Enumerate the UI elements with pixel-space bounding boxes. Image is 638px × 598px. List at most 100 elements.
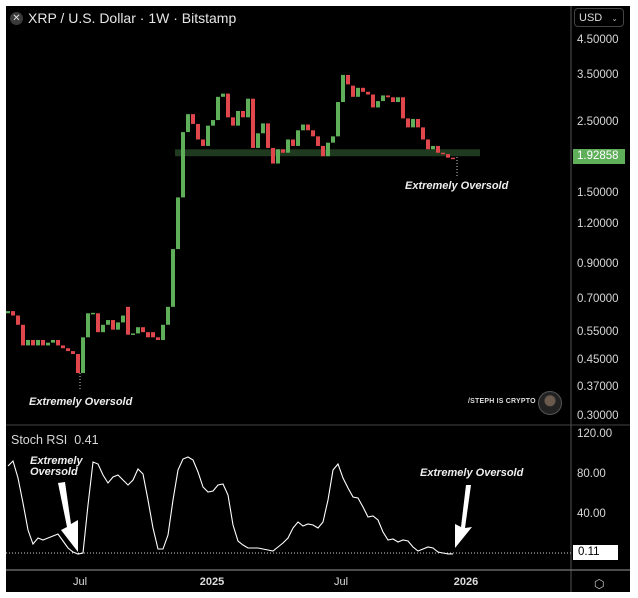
- price-axis-label: 0.37000: [577, 381, 619, 394]
- candle: [16, 315, 20, 325]
- candle: [236, 111, 240, 126]
- candle: [116, 322, 120, 330]
- arrow-left-icon: [58, 482, 78, 552]
- candle: [61, 345, 65, 349]
- candle: [341, 74, 345, 103]
- candle: [311, 130, 315, 137]
- candle: [336, 102, 340, 137]
- candle: [436, 145, 440, 153]
- price-axis-label: 0.45000: [577, 354, 619, 367]
- chart-panel: [6, 6, 630, 592]
- chevron-down-icon: ⌄: [611, 14, 618, 23]
- rsi-title: Stoch RSI 0.41: [11, 433, 99, 447]
- candle: [46, 342, 50, 346]
- candle: [431, 145, 435, 150]
- candle: [111, 320, 115, 330]
- candle: [396, 97, 400, 103]
- candle: [381, 95, 385, 102]
- candle: [356, 87, 360, 97]
- candle: [406, 118, 410, 128]
- candle: [421, 127, 425, 140]
- candle: [261, 123, 265, 134]
- candle: [231, 117, 235, 126]
- arrow-right-icon: [455, 485, 472, 548]
- candle: [251, 98, 255, 148]
- candle: [86, 313, 90, 338]
- candle: [271, 147, 275, 164]
- rsi-axis-label: 120.00: [577, 428, 613, 440]
- annotation-oversold-left: Extremely Oversold: [29, 396, 133, 408]
- candle: [351, 85, 355, 97]
- candle: [391, 97, 395, 103]
- candle: [36, 339, 40, 346]
- price-axis-label: 1.50000: [577, 186, 619, 199]
- candle: [361, 87, 365, 92]
- candle: [51, 339, 55, 343]
- candle: [66, 348, 70, 352]
- candle: [146, 332, 150, 338]
- close-icon[interactable]: ✕: [10, 11, 23, 25]
- candle: [96, 313, 100, 333]
- candle: [6, 311, 10, 314]
- price-axis-label: 0.30000: [577, 410, 619, 423]
- time-label-jul-2025: Jul: [333, 576, 349, 588]
- candle: [401, 97, 405, 119]
- candle: [286, 139, 290, 153]
- candle: [181, 132, 185, 198]
- candle: [281, 149, 285, 153]
- candle: [316, 136, 320, 146]
- currency-value: USD: [579, 12, 603, 24]
- price-axis-label: 4.50000: [577, 34, 619, 46]
- candle: [386, 95, 390, 98]
- candle: [201, 139, 205, 146]
- candle: [296, 130, 300, 146]
- candle: [211, 120, 215, 126]
- candle: [191, 114, 195, 124]
- candle: [291, 139, 295, 146]
- candle: [106, 320, 110, 325]
- candle: [76, 354, 80, 373]
- candle: [126, 306, 130, 335]
- candle: [131, 333, 135, 335]
- candle: [71, 351, 75, 355]
- candle: [186, 114, 190, 133]
- candle: [411, 118, 415, 128]
- candle: [326, 142, 330, 157]
- candle: [221, 93, 225, 97]
- candle: [171, 249, 175, 307]
- candle: [451, 157, 455, 160]
- time-label-jul-2024: Jul: [72, 576, 88, 588]
- settings-icon[interactable]: ⬡: [594, 577, 605, 591]
- candle: [256, 133, 260, 148]
- rsi-current-label: 0.11: [573, 545, 618, 560]
- candle: [216, 96, 220, 121]
- candle: [161, 324, 165, 340]
- candle: [366, 91, 370, 95]
- candle: [141, 327, 145, 333]
- candle: [11, 311, 15, 316]
- price-axis-label: 0.55000: [577, 326, 619, 339]
- candle: [276, 149, 280, 164]
- symbol-title: XRP / U.S. Dollar · 1W · Bitstamp: [28, 10, 237, 26]
- candle: [101, 324, 105, 333]
- candle: [371, 94, 375, 108]
- candle: [416, 118, 420, 128]
- annotation-oversold-right: Extremely Oversold: [405, 180, 509, 192]
- candle: [156, 337, 160, 340]
- candle: [56, 339, 60, 346]
- candle: [81, 337, 85, 373]
- candle: [206, 125, 210, 146]
- rsi-annotation-right: Extremely Oversold: [420, 467, 524, 479]
- candle: [446, 154, 450, 158]
- candle: [346, 74, 350, 85]
- price-axis-label: 2.50000: [577, 115, 619, 128]
- currency-select[interactable]: USD ⌄: [574, 8, 624, 27]
- price-axis-label: 1.20000: [577, 217, 619, 230]
- rsi-value: 0.41: [74, 433, 99, 447]
- candle: [121, 315, 125, 323]
- watermark-text: /STEPH IS CRYPTO: [468, 398, 536, 405]
- candle: [321, 145, 325, 157]
- candle: [26, 339, 30, 346]
- price-axis-label: 0.90000: [577, 257, 619, 270]
